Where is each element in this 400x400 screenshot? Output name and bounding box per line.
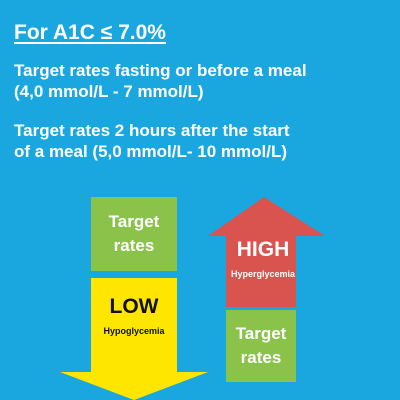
after-meal-target-line-2: of a meal (5,0 mmol/L- 10 mmol/L) xyxy=(14,142,288,161)
after-meal-target-line-1: Target rates 2 hours after the start xyxy=(14,121,290,140)
high-label: HIGH Hyperglycemia xyxy=(228,238,298,280)
hypoglycemia-label: Hypoglycemia xyxy=(103,326,165,336)
high-arrow-up xyxy=(208,197,325,307)
a1c-heading: For A1C ≤ 7.0% xyxy=(14,21,166,44)
low-arrow-down xyxy=(60,278,208,400)
low-label: LOW Hypoglycemia xyxy=(91,295,177,337)
after-meal-target-text: Target rates 2 hours after the start of … xyxy=(14,120,394,162)
target-rates-box-bottom xyxy=(226,310,296,382)
target-rates-top-line-1: Target xyxy=(108,212,160,231)
target-rates-bottom-line-2: rates xyxy=(240,348,282,367)
target-rates-bottom-line-1: Target xyxy=(235,324,287,343)
target-rates-label-bottom: Target rates xyxy=(226,310,296,382)
high-title: HIGH xyxy=(236,238,290,261)
fasting-target-text: Target rates fasting or before a meal (4… xyxy=(14,60,394,102)
target-rates-top-line-2: rates xyxy=(113,236,155,255)
fasting-target-line-2: (4,0 mmol/L - 7 mmol/L) xyxy=(14,82,204,101)
hyperglycemia-label: Hyperglycemia xyxy=(230,269,296,279)
low-title: LOW xyxy=(109,295,159,318)
target-rates-box-top xyxy=(91,197,177,271)
fasting-target-line-1: Target rates fasting or before a meal xyxy=(14,61,307,80)
target-rates-label-top: Target rates xyxy=(91,197,177,271)
